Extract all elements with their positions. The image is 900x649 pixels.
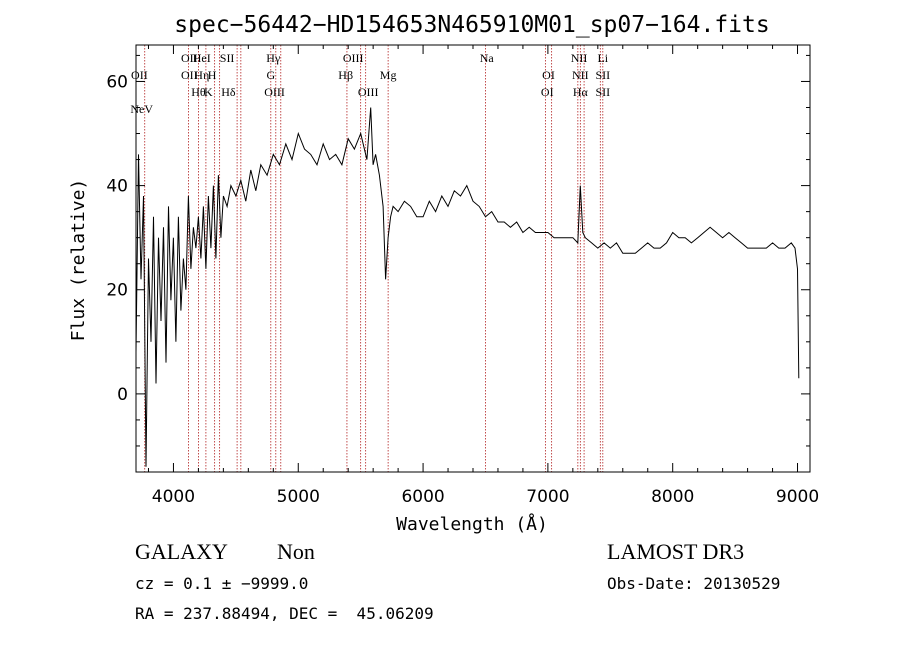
line-label-7: H (208, 68, 217, 82)
line-label-6: Hθ (191, 85, 206, 99)
line-label-20: OI (541, 85, 554, 99)
x-tick-label-7000: 7000 (526, 487, 569, 507)
line-label-8: K (204, 85, 213, 99)
line-label-0: NeV (130, 102, 153, 116)
line-label-25: Hα (573, 85, 589, 99)
spectral-line-markers (144, 45, 604, 472)
y-tick-label-0: 0 (117, 385, 128, 405)
y-tick-label-20: 20 (106, 281, 128, 301)
line-label-14: OIII (343, 51, 364, 65)
line-label-10: Hδ (221, 85, 236, 99)
line-label-16: OIII (358, 85, 379, 99)
object-subclass: Non (277, 539, 315, 564)
observation-date: Obs-Date: 20130529 (607, 574, 781, 593)
y-axis-label: Flux (relative) (68, 179, 89, 342)
redshift-line: cz = 0.1 ± −9999.0 (135, 574, 309, 593)
object-class: GALAXY (135, 539, 228, 564)
line-label-1: OII (131, 68, 148, 82)
line-label-22: Li (597, 51, 608, 65)
line-label-18: Na (480, 51, 495, 65)
x-tick-label-8000: 8000 (651, 487, 694, 507)
x-tick-label-4000: 4000 (152, 487, 195, 507)
x-tick-label-6000: 6000 (401, 487, 444, 507)
y-axis-ticks: 0 20 40 60 (106, 54, 810, 447)
line-label-2: OII (181, 51, 198, 65)
line-label-3: OII (181, 68, 198, 82)
spectrum-line (135, 107, 800, 467)
line-label-9: SII (220, 51, 235, 65)
x-axis-ticks: 4000 5000 6000 7000 8000 9000 (147, 45, 819, 507)
line-label-17: Mg (380, 68, 397, 82)
coordinates-line: RA = 237.88494, DEC = 45.06209 (135, 604, 434, 623)
line-label-4: HeI (193, 51, 211, 65)
y-tick-label-60: 60 (106, 72, 128, 92)
x-tick-label-5000: 5000 (277, 487, 320, 507)
line-label-21: NII (571, 51, 588, 65)
chart-title: spec−56442−HD154653N465910M01_sp07−164.f… (174, 12, 769, 38)
line-label-15: Hβ (338, 68, 353, 82)
line-label-23: NII (572, 68, 589, 82)
line-label-5: Hη (194, 68, 209, 82)
line-label-13: OIII (264, 85, 285, 99)
line-label-19: OI (542, 68, 555, 82)
x-tick-label-9000: 9000 (776, 487, 819, 507)
line-label-12: G (266, 68, 275, 82)
spectral-line-labels: NeVOIIOIIOIIHeIHηHθHKSIIHδHγGOIIIOIIIHβO… (130, 51, 610, 116)
survey-name: LAMOST DR3 (607, 539, 745, 564)
y-tick-label-40: 40 (106, 177, 128, 197)
x-axis-label: Wavelength (Å) (396, 513, 548, 535)
line-label-26: SII (595, 85, 610, 99)
line-label-11: Hγ (266, 51, 281, 65)
line-label-24: SII (595, 68, 610, 82)
